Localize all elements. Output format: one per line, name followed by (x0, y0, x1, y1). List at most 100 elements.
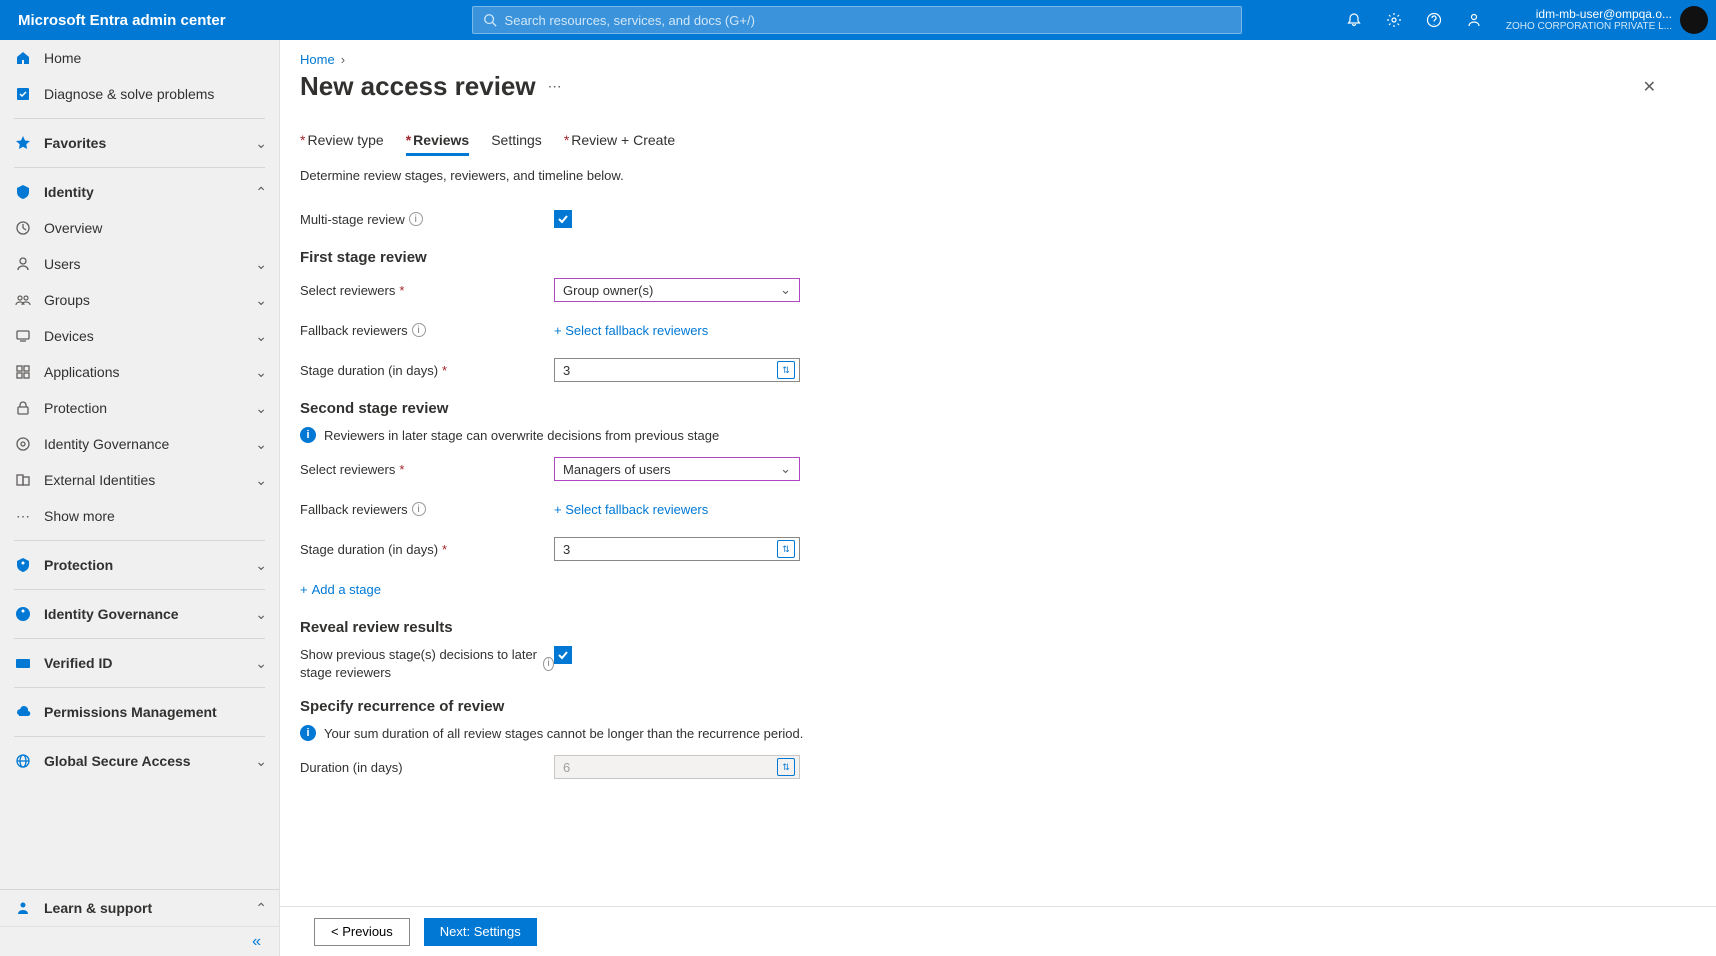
spinner-icon[interactable]: ⇅ (777, 540, 795, 558)
chevron-down-icon: ⌄ (780, 461, 791, 477)
tab-label: Settings (491, 132, 542, 148)
stage1-duration-input[interactable]: 3 ⇅ (554, 358, 800, 382)
recurrence-info-banner: i Your sum duration of all review stages… (300, 725, 1696, 741)
settings-icon[interactable] (1374, 0, 1414, 40)
add-stage-link[interactable]: + Add a stage (300, 582, 381, 597)
info-icon[interactable]: i (543, 657, 554, 671)
sidebar-item-gsa[interactable]: Global Secure Access ⌄ (0, 743, 279, 779)
global-search[interactable] (472, 6, 1242, 34)
wizard-footer: < Previous Next: Settings (280, 906, 1716, 956)
more-actions-icon[interactable]: ⋯ (548, 78, 562, 95)
info-icon[interactable]: i (409, 212, 423, 226)
tab-review-type[interactable]: *Review type (300, 132, 384, 154)
tab-reviews[interactable]: *Reviews (406, 132, 470, 154)
home-icon (14, 49, 32, 67)
chevron-right-icon: › (341, 52, 345, 67)
product-title: Microsoft Entra admin center (0, 12, 244, 29)
stage2-info-text: Reviewers in later stage can overwrite d… (324, 428, 719, 443)
search-input[interactable] (505, 13, 1231, 28)
notifications-icon[interactable] (1334, 0, 1374, 40)
chevron-down-icon: ⌄ (255, 135, 267, 152)
chevron-down-icon: ⌄ (255, 557, 267, 574)
sidebar-item-label: Devices (44, 328, 255, 344)
sidebar-item-label: Diagnose & solve problems (44, 86, 267, 102)
help-icon[interactable] (1414, 0, 1454, 40)
globe-icon (14, 752, 32, 770)
tab-label: Review + Create (571, 132, 675, 148)
sidebar-item-devices[interactable]: Devices ⌄ (0, 318, 279, 354)
chevron-down-icon: ⌄ (255, 655, 267, 672)
tab-label: Reviews (413, 132, 469, 148)
chevron-down-icon: ⌄ (255, 472, 267, 489)
stage2-heading: Second stage review (300, 400, 1696, 417)
sidebar-item-applications[interactable]: Applications ⌄ (0, 354, 279, 390)
sidebar-item-id-gov2[interactable]: Identity Governance ⌄ (0, 596, 279, 632)
stage1-fallback-label: Fallback reviewers (300, 323, 408, 338)
breadcrumb-home[interactable]: Home (300, 52, 335, 67)
previous-button[interactable]: < Previous (314, 918, 410, 946)
sidebar-item-label: Home (44, 50, 267, 66)
sidebar-item-external-identities[interactable]: External Identities ⌄ (0, 462, 279, 498)
sidebar-item-groups[interactable]: Groups ⌄ (0, 282, 279, 318)
stage1-fallback-link[interactable]: + Select fallback reviewers (554, 323, 708, 338)
sidebar-item-diagnose[interactable]: Diagnose & solve problems (0, 76, 279, 112)
chevron-down-icon: ⌄ (255, 364, 267, 381)
sidebar-item-protection[interactable]: Protection ⌄ (0, 390, 279, 426)
user-email: idm-mb-user@ompqa.o... (1506, 8, 1672, 21)
sidebar-item-label: Protection (44, 400, 255, 416)
stage2-info-banner: i Reviewers in later stage can overwrite… (300, 427, 1696, 443)
shield-user-icon (14, 556, 32, 574)
avatar (1680, 6, 1708, 34)
main-content: Home › New access review ⋯ ✕ *Review typ… (280, 40, 1716, 956)
info-icon[interactable]: i (412, 502, 426, 516)
sidebar-item-label: Show more (44, 508, 267, 524)
sidebar-item-identity[interactable]: Identity ⌃ (0, 174, 279, 210)
chevron-up-icon: ⌃ (255, 900, 267, 917)
spinner-icon[interactable]: ⇅ (777, 361, 795, 379)
reveal-heading: Reveal review results (300, 619, 1696, 636)
sidebar-item-label: Protection (44, 557, 255, 573)
sidebar-item-label: Groups (44, 292, 255, 308)
multi-stage-checkbox[interactable] (554, 210, 572, 228)
sidebar-item-protection2[interactable]: Protection ⌄ (0, 547, 279, 583)
stage1-duration-label: Stage duration (in days) (300, 363, 438, 378)
sidebar-item-label: Overview (44, 220, 267, 236)
stage2-duration-input[interactable]: 3 ⇅ (554, 537, 800, 561)
sidebar-item-home[interactable]: Home (0, 40, 279, 76)
account-menu[interactable]: idm-mb-user@ompqa.o... ZOHO CORPORATION … (1494, 6, 1716, 34)
apps-icon (14, 363, 32, 381)
verified-icon (14, 654, 32, 672)
plus-icon: + (300, 582, 308, 597)
select-value: Managers of users (563, 462, 671, 477)
sidebar-item-show-more[interactable]: ⋯ Show more (0, 498, 279, 534)
tab-review-create[interactable]: *Review + Create (564, 132, 675, 154)
governance-icon (14, 435, 32, 453)
next-button[interactable]: Next: Settings (424, 918, 537, 946)
sidebar-item-id-governance[interactable]: Identity Governance ⌄ (0, 426, 279, 462)
stage1-heading: First stage review (300, 249, 1696, 266)
more-icon: ⋯ (14, 507, 32, 525)
star-icon (14, 134, 32, 152)
info-icon[interactable]: i (412, 323, 426, 337)
sidebar-item-users[interactable]: Users ⌄ (0, 246, 279, 282)
overview-icon (14, 219, 32, 237)
close-icon[interactable]: ✕ (1643, 77, 1656, 97)
multi-stage-label: Multi-stage review (300, 212, 405, 227)
feedback-icon[interactable] (1454, 0, 1494, 40)
sidebar-item-permissions-mgmt[interactable]: Permissions Management (0, 694, 279, 730)
stage2-reviewers-label: Select reviewers (300, 462, 395, 477)
stage2-fallback-link[interactable]: + Select fallback reviewers (554, 502, 708, 517)
stage2-reviewers-select[interactable]: Managers of users ⌄ (554, 457, 800, 481)
sidebar-item-verified-id[interactable]: Verified ID ⌄ (0, 645, 279, 681)
tab-settings[interactable]: Settings (491, 132, 542, 154)
chevron-down-icon: ⌄ (255, 256, 267, 273)
sidebar-item-overview[interactable]: Overview (0, 210, 279, 246)
reveal-checkbox[interactable] (554, 646, 572, 664)
sidebar-item-favorites[interactable]: Favorites ⌄ (0, 125, 279, 161)
chevron-down-icon: ⌄ (255, 292, 267, 309)
stage1-reviewers-select[interactable]: Group owner(s) ⌄ (554, 278, 800, 302)
select-value: Group owner(s) (563, 283, 653, 298)
topbar-actions (1334, 0, 1494, 40)
collapse-sidebar-button[interactable]: « (0, 926, 279, 956)
sidebar-item-learn-support[interactable]: Learn & support ⌃ (0, 890, 279, 926)
